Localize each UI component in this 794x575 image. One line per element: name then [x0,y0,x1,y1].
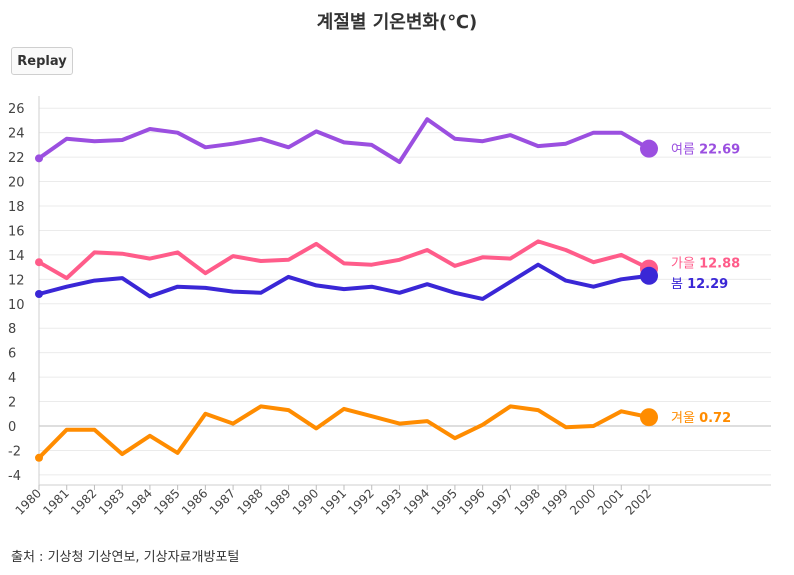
series-line [37,404,651,460]
x-tick-label: 1994 [401,486,432,517]
y-tick-label: 18 [8,200,25,215]
y-tick-label: 0 [8,420,16,435]
x-tick-label: 1989 [262,486,293,517]
series-value: 0.72 [699,411,731,426]
series-label: 겨울 0.72 [671,411,731,426]
x-tick-label: 1995 [429,486,460,517]
series-name: 봄 [671,277,687,292]
y-tick-label: 20 [8,176,25,191]
x-tick-label: 1983 [96,486,127,517]
x-tick-label: 1992 [345,486,376,517]
series-start-point [35,154,43,163]
y-tick-label: -4 [8,469,21,484]
replay-button[interactable]: Replay [11,47,73,75]
x-tick-label: 1998 [512,486,543,517]
y-tick-label: 12 [8,273,25,288]
series-value: 12.29 [687,277,728,292]
x-tick-label: 1986 [179,486,210,517]
x-tick-label: 1980 [13,486,44,517]
series-name: 겨울 [671,411,699,426]
x-tick-label: 1988 [234,486,265,517]
x-axis-ticks: 1980198119821983198419851986198719881989… [13,486,654,517]
series-name: 가을 [671,257,699,272]
y-tick-label: 24 [8,127,25,142]
y-tick-label: 2 [8,396,16,411]
x-tick-label: 1991 [318,486,349,517]
y-tick-label: 10 [8,298,25,313]
y-tick-label: 26 [8,102,25,117]
series-name: 여름 [671,143,699,158]
y-tick-label: 8 [8,322,16,337]
series-value: 22.69 [699,143,740,158]
y-tick-label: -2 [8,444,21,459]
grid-lines [38,96,771,490]
series-end-point [640,266,658,285]
x-tick-label: 2002 [623,486,654,517]
y-tick-label: 22 [8,151,25,166]
x-tick-label: 1999 [539,486,570,517]
series-end-labels: 여름 22.69 가을 12.88 봄 12.29 겨울 0.72 [671,143,740,427]
chart-title: 계절별 기온변화(℃) [316,12,478,33]
series-start-point [35,290,43,298]
x-tick-label: 1997 [484,486,515,517]
x-tick-label: 1981 [40,486,71,517]
x-tick-label: 1987 [207,486,238,517]
series-line [37,117,651,164]
series-end-point [640,139,658,158]
source-note: 출처 : 기상청 기상연보, 기상자료개방포털 [11,550,240,565]
series-line [37,239,651,281]
x-tick-label: 1993 [373,486,404,517]
series-label: 봄 12.29 [671,277,728,292]
series-label: 여름 22.69 [671,143,740,158]
x-tick-label: 1985 [151,486,182,517]
y-tick-label: 14 [8,249,25,264]
x-tick-label: 2000 [567,486,598,517]
series-start-point [35,453,43,462]
series-end-point [640,408,658,427]
series-lines [35,117,658,462]
y-tick-label: 16 [8,224,25,239]
series-start-point [35,258,43,267]
x-tick-label: 2001 [595,486,626,517]
y-tick-label: 6 [8,347,16,362]
series-value: 12.88 [699,257,740,272]
series-label: 가을 12.88 [671,257,740,272]
x-tick-label: 1982 [68,486,99,517]
x-tick-label: 1984 [124,486,155,517]
y-tick-label: 4 [8,371,16,386]
series-line [37,262,651,301]
x-tick-label: 1990 [290,486,321,517]
x-tick-label: 1996 [456,486,487,517]
